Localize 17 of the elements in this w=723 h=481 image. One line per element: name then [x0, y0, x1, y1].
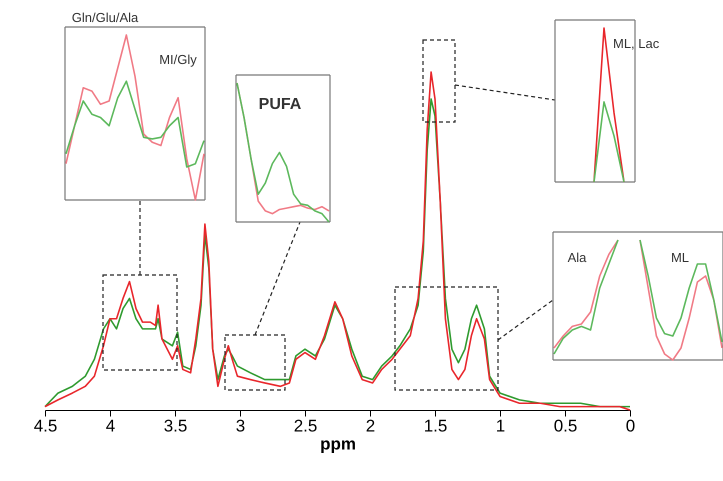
annotation: ML: [670, 250, 690, 265]
annotation: MI/Gly: [159, 52, 198, 67]
x-tick-label: 4: [106, 416, 116, 436]
x-axis-title: ppm: [320, 434, 356, 454]
annotation: PUFA: [258, 96, 302, 113]
x-tick-label: 2.5: [294, 416, 318, 436]
x-tick-label: 0: [626, 416, 636, 436]
x-tick-label: 0.5: [554, 416, 578, 436]
x-tick-label: 1.5: [424, 416, 448, 436]
x-tick-label: 2: [366, 416, 376, 436]
x-tick-label: 3.5: [164, 416, 188, 436]
x-tick-label: 4.5: [34, 416, 58, 436]
annotation: ML, Lac: [613, 36, 660, 51]
text: Gln/Glu/Ala: [72, 10, 139, 25]
x-tick-label: 1: [496, 416, 506, 436]
x-tick-label: 3: [236, 416, 246, 436]
annotation: Ala: [568, 250, 588, 265]
